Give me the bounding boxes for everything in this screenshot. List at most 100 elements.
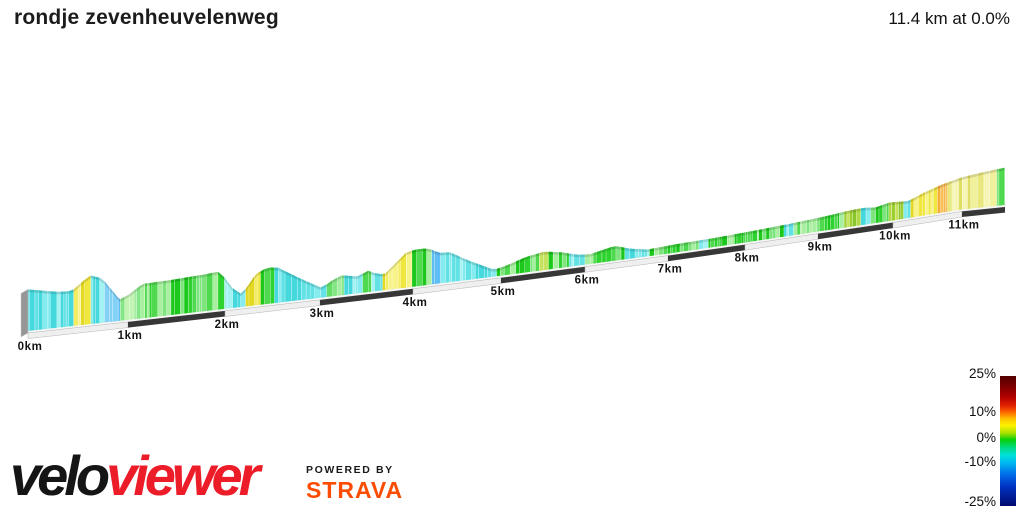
elevation-bar-top-face (958, 177, 963, 182)
elevation-bar (866, 207, 871, 225)
elevation-bar (574, 254, 580, 267)
elevation-bar (426, 248, 432, 286)
elevation-bar-top-face (213, 271, 218, 276)
elevation-bar-top-face (910, 198, 914, 203)
elevation-bar-top-face (786, 224, 789, 228)
elevation-bar-top-face (478, 264, 485, 269)
elevation-bar (84, 275, 91, 325)
elevation-bar (337, 275, 342, 296)
elevation-bar-top-face (530, 255, 533, 259)
elevation-bar-top-face (698, 239, 704, 244)
elevation-bar-top-face (944, 183, 946, 187)
elevation-bar-top-face (50, 291, 57, 295)
elevation-bar-top-face (812, 218, 817, 222)
elevation-bar-top-face (342, 275, 344, 279)
elevation-bar (928, 189, 931, 215)
elevation-bar-top-face (358, 273, 363, 279)
elevation-bar-top-face (344, 275, 349, 279)
elevation-bar-top-face (747, 231, 750, 235)
elevation-bar-top-face (784, 224, 787, 228)
elevation-bar (199, 275, 202, 312)
elevation-bar (400, 252, 406, 289)
elevation-bar-top-face (110, 287, 113, 294)
elevation-bar-top-face (320, 284, 327, 290)
elevation-bar (944, 183, 946, 213)
elevation-bar-top-face (849, 210, 853, 214)
elevation-bar-top-face (984, 170, 990, 175)
elevation-bar-top-face (452, 253, 456, 258)
elevation-bar-top-face (663, 245, 668, 250)
elevation-bar-top-face (900, 201, 904, 205)
elevation-bar (806, 219, 810, 234)
elevation-bar-top-face (134, 288, 137, 294)
elevation-bar-top-face (856, 208, 861, 212)
elevation-bar-top-face (647, 249, 650, 253)
elevation-bar (306, 281, 311, 300)
elevation-bar-top-face (970, 173, 978, 178)
elevation-bar-top-face (440, 252, 446, 256)
elevation-bar (368, 270, 372, 293)
elevation-bar-top-face (569, 253, 572, 257)
elevation-bar-top-face (819, 216, 825, 221)
elevation-bar-top-face (68, 289, 74, 294)
elevation-bar-top-face (406, 250, 412, 256)
x-tick-label: 6km (575, 275, 600, 287)
elevation-bar (358, 273, 363, 294)
elevation-bar-top-face (703, 239, 709, 243)
elevation-bar-top-face (227, 281, 233, 291)
elevation-bar (274, 267, 279, 304)
elevation-bar-top-face (571, 253, 574, 257)
elevation-bar (849, 210, 853, 227)
elevation-bar (39, 290, 43, 330)
axis-km-segment (320, 288, 413, 306)
elevation-bar-top-face (691, 241, 696, 245)
elevation-bar (824, 215, 828, 231)
elevation-bar-top-face (772, 226, 776, 230)
elevation-bar (566, 253, 569, 268)
elevation-bar-top-face (201, 274, 207, 278)
elevation-bar (970, 173, 978, 209)
elevation-bar-top-face (729, 234, 732, 238)
elevation-bar-top-face (520, 257, 525, 263)
elevation-bar-top-face (922, 192, 926, 196)
elevation-bar (875, 206, 879, 223)
elevation-bar-top-face (860, 207, 866, 211)
elevation-bar-top-face (903, 201, 908, 204)
elevation-bar-top-face (385, 270, 388, 277)
elevation-bar (258, 271, 261, 305)
elevation-bar-top-face (162, 280, 167, 284)
elevation-bar-top-face (281, 269, 285, 274)
elevation-bar (99, 277, 105, 324)
elevation-bar (918, 193, 923, 217)
elevation-bar-top-face (830, 214, 835, 218)
elevation-bar-top-face (278, 267, 281, 272)
elevation-bar (93, 276, 96, 324)
elevation-bar (910, 198, 914, 218)
elevation-bar-top-face (118, 297, 120, 302)
elevation-bar-top-face (602, 248, 606, 253)
strava-attribution[interactable]: POWERED BY STRAVA (306, 464, 403, 504)
elevation-bar-top-face (238, 291, 241, 297)
elevation-bar (406, 250, 412, 288)
elevation-bar-top-face (224, 277, 227, 284)
elevation-bar (184, 277, 189, 314)
elevation-bar-top-face (120, 296, 125, 302)
elevation-bar-top-face (593, 252, 597, 256)
elevation-bar-top-face (310, 282, 315, 288)
elevation-bar-top-face (504, 264, 510, 269)
elevation-bar-top-face (562, 252, 567, 256)
elevation-bar (171, 279, 175, 315)
elevation-bar (907, 199, 911, 219)
elevation-bar (66, 291, 69, 327)
elevation-bar-top-face (500, 266, 505, 271)
elevation-bar (196, 275, 200, 313)
elevation-bar-top-face (449, 252, 452, 256)
elevation-bar-top-face (129, 290, 134, 297)
veloviewer-logo[interactable]: veloviewer (10, 448, 260, 504)
elevation-bar-top-face (28, 289, 30, 293)
elevation-bar-top-face (63, 291, 66, 295)
elevation-bar (882, 203, 887, 222)
elevation-bar (931, 188, 934, 215)
elevation-bar (800, 221, 802, 235)
